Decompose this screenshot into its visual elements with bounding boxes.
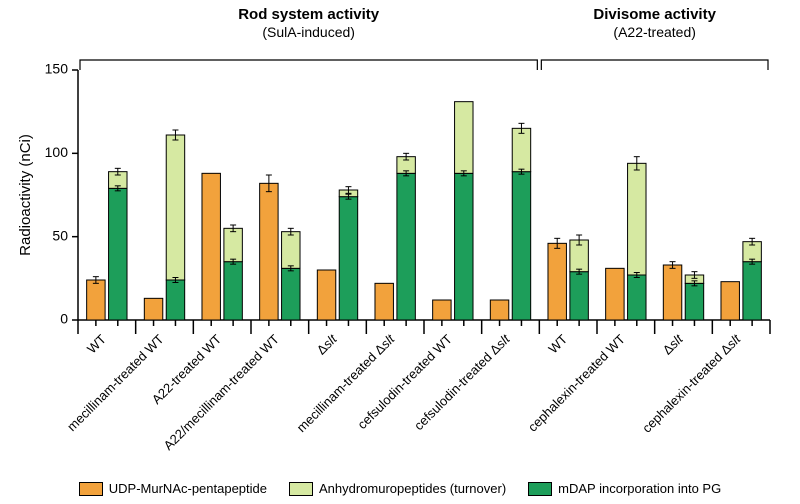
svg-text:50: 50 — [52, 227, 68, 243]
chart-container: 050100150Radioactivity (nCi)WTmecillinam… — [0, 0, 800, 504]
section-subtitle: (SulA-induced) — [262, 24, 355, 40]
svg-text:mecillinam-treated WT: mecillinam-treated WT — [64, 331, 167, 434]
svg-text:mecillinam-treated Δslt: mecillinam-treated Δslt — [294, 331, 399, 436]
legend-label: UDP-MurNAc-pentapeptide — [109, 481, 267, 496]
svg-text:Δslt: Δslt — [660, 331, 687, 358]
legend-label: Anhydromuropeptides (turnover) — [319, 481, 506, 496]
legend-item: Anhydromuropeptides (turnover) — [289, 481, 506, 496]
svg-text:0: 0 — [60, 311, 68, 327]
bar-chart: 050100150Radioactivity (nCi)WTmecillinam… — [0, 0, 800, 504]
svg-text:100: 100 — [45, 144, 69, 160]
svg-text:Δslt: Δslt — [314, 331, 341, 358]
svg-text:150: 150 — [45, 61, 69, 77]
section-subtitle: (A22-treated) — [613, 24, 695, 40]
section-title: Divisome activity — [593, 6, 716, 23]
legend-item: mDAP incorporation into PG — [528, 481, 721, 496]
legend-swatch — [528, 482, 552, 496]
svg-text:cephalexin-treated Δslt: cephalexin-treated Δslt — [639, 331, 744, 436]
legend-swatch — [79, 482, 103, 496]
svg-text:WT: WT — [545, 331, 570, 356]
legend-item: UDP-MurNAc-pentapeptide — [79, 481, 267, 496]
legend-swatch — [289, 482, 313, 496]
svg-text:cephalexin-treated WT: cephalexin-treated WT — [525, 331, 628, 434]
svg-text:WT: WT — [84, 331, 109, 356]
section-title: Rod system activity — [238, 6, 379, 23]
svg-text:Radioactivity (nCi): Radioactivity (nCi) — [17, 134, 34, 256]
svg-text:A22/mecillinam-treated WT: A22/mecillinam-treated WT — [160, 331, 282, 453]
svg-text:cefsulodin-treated WT: cefsulodin-treated WT — [354, 331, 455, 432]
legend: UDP-MurNAc-pentapeptide Anhydromuropeptid… — [0, 481, 800, 496]
svg-text:cefsulodin-treated Δslt: cefsulodin-treated Δslt — [411, 331, 514, 434]
legend-label: mDAP incorporation into PG — [558, 481, 721, 496]
